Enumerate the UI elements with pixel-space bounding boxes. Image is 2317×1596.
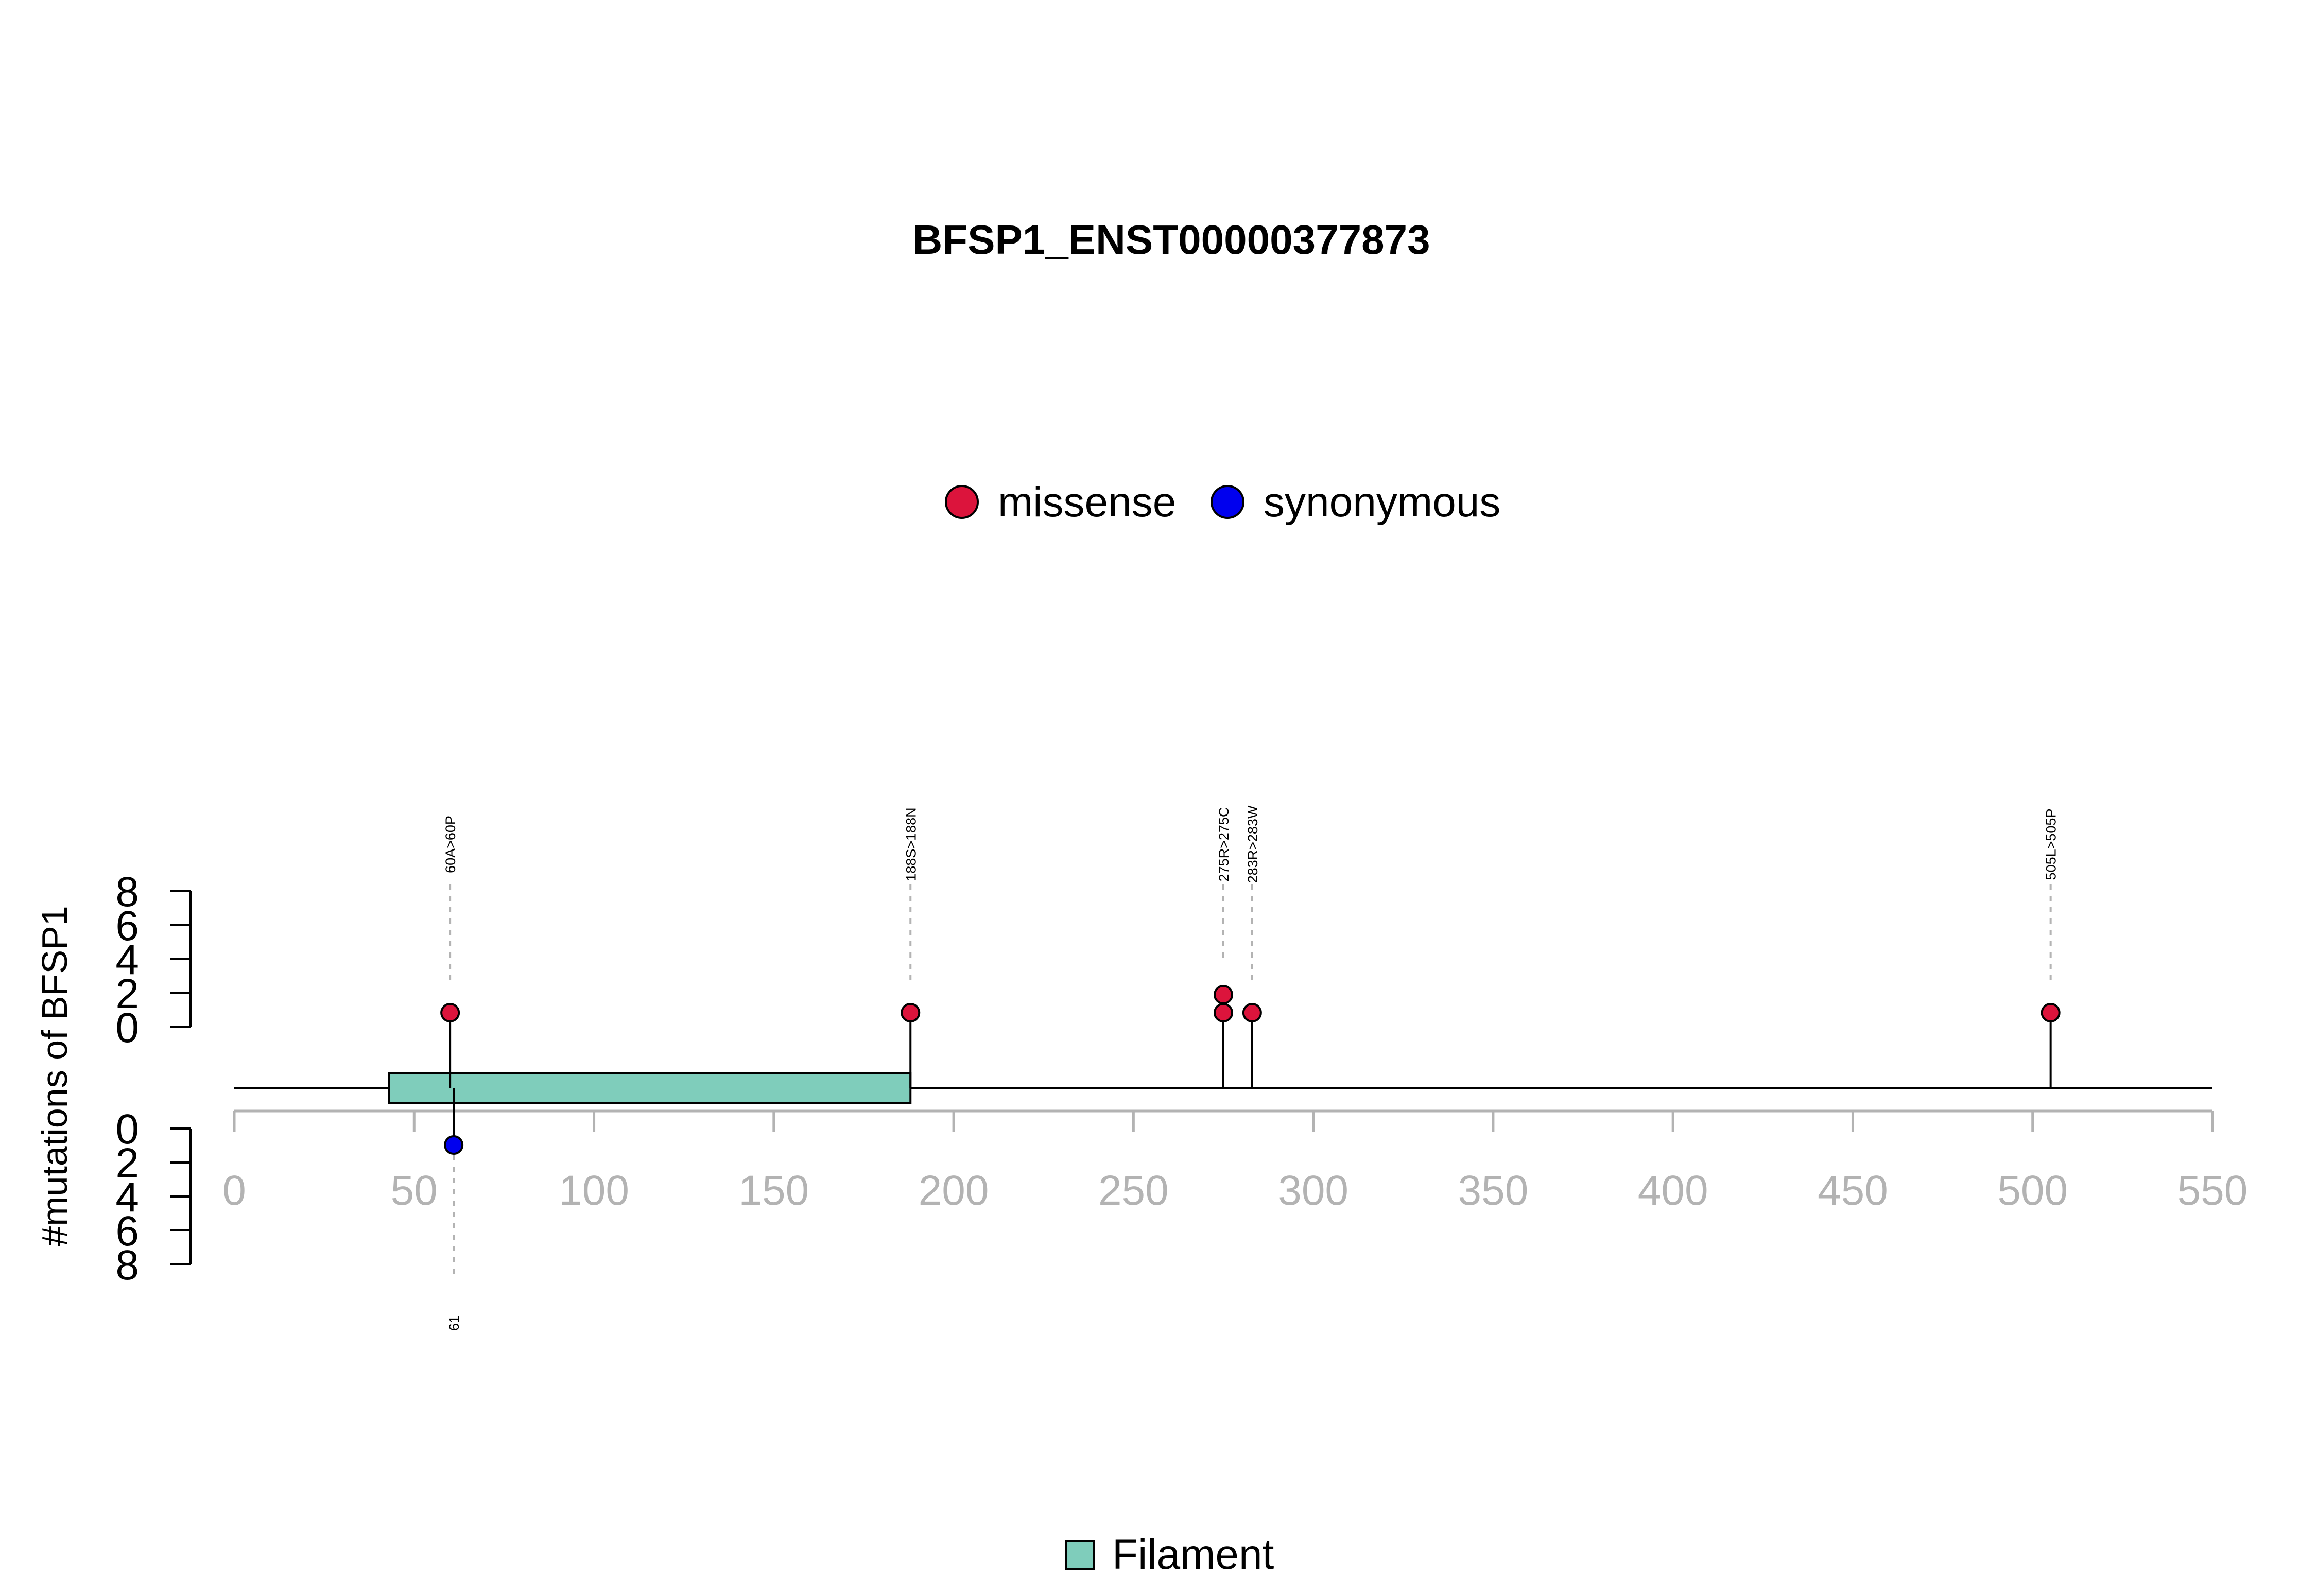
mutation-label-group: 61 (446, 1315, 462, 1331)
mutation-point-missense (1214, 985, 1233, 1004)
mutation-label: 275R>275C (1216, 807, 1232, 882)
y-upper-tick-label: 4 (115, 936, 139, 983)
y-lower-tick-label: 8 (115, 1242, 139, 1289)
mutation-label-group: 283R>283W (1245, 805, 1260, 883)
domain-filament (388, 1072, 912, 1104)
x-tick-label: 400 (1638, 1167, 1708, 1214)
y-upper-tick-label: 6 (115, 903, 139, 949)
mutation-point-missense (1214, 1003, 1233, 1022)
y-lower-tick-label: 2 (115, 1140, 139, 1187)
y-lower-tick-label: 0 (115, 1106, 139, 1153)
mutations-upper: 60A>60P 188S>188N 275R>275C 283R>283W 505L>5… (440, 805, 2061, 1088)
domain-legend-swatch (1065, 1540, 1095, 1570)
x-tick-label: 350 (1458, 1167, 1528, 1214)
mutation-label: 283R>283W (1245, 805, 1260, 883)
mutation-label: 188S>188N (903, 807, 919, 881)
mutation-point-missense (1242, 1003, 1262, 1022)
mutation-legend: missense synonymous (945, 479, 1500, 526)
x-tick-label: 450 (1818, 1167, 1888, 1214)
y-upper-tick-label: 8 (115, 869, 139, 915)
mutations-lower: 61 (444, 1088, 464, 1331)
x-tick-label: 100 (559, 1167, 629, 1214)
chart-title: BFSP1_ENST00000377873 (912, 217, 1430, 263)
x-tick-label: 500 (1997, 1167, 2068, 1214)
y-axis-label-group: #mutations of BFSP1 (34, 906, 75, 1246)
legend-marker-synonymous (1211, 485, 1244, 519)
mutation-label-group: 188S>188N (903, 807, 919, 881)
x-tick-label: 150 (738, 1167, 809, 1214)
mutation-label: 505L>505P (2044, 809, 2059, 880)
y-upper-tick-label: 0 (115, 1004, 139, 1051)
y-lower-tick-label: 4 (115, 1174, 139, 1221)
domain-legend-label: Filament (1112, 1531, 1274, 1578)
legend-label-missense: missense (998, 479, 1176, 526)
domain-legend: Filament (1065, 1531, 1274, 1578)
y-lower-tick-label: 6 (115, 1208, 139, 1255)
mutation-label-group: 505L>505P (2044, 809, 2059, 880)
mutation-point-missense (901, 1003, 921, 1022)
mutation-point-missense (2041, 1003, 2061, 1022)
mutation-point-synonymous (444, 1135, 464, 1155)
x-tick-label: 250 (1098, 1167, 1169, 1214)
x-tick-label: 50 (391, 1167, 438, 1214)
x-tick-label: 300 (1278, 1167, 1348, 1214)
mutation-label: 61 (446, 1315, 462, 1331)
mutation-label-group: 275R>275C (1216, 807, 1232, 882)
x-tick-label: 0 (222, 1167, 246, 1214)
y-upper-tick-label: 2 (115, 970, 139, 1017)
x-tick-label: 550 (2177, 1167, 2248, 1214)
y-axis-label: #mutations of BFSP1 (34, 906, 75, 1246)
x-axis: 0 50 100 150 200 250 300 350 400 450 500 550 (222, 1109, 2248, 1214)
mutation-label: 60A>60P (443, 816, 458, 873)
legend-marker-missense (945, 485, 979, 519)
x-tick-label: 200 (919, 1167, 989, 1214)
mutation-point-missense (440, 1003, 460, 1022)
legend-label-synonymous: synonymous (1264, 479, 1500, 526)
mutation-label-group: 60A>60P (443, 816, 458, 873)
